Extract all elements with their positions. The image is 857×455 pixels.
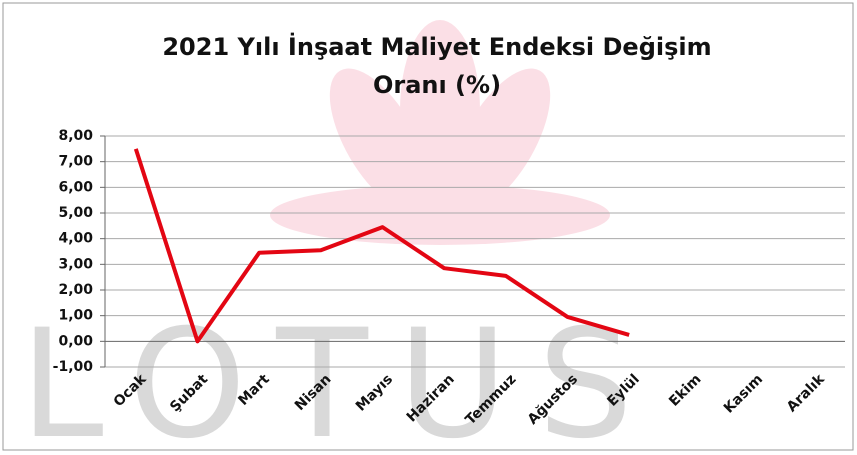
y-tick-label: 1,00	[58, 308, 93, 324]
chart-title: 2021 Yılı İnşaat Maliyet Endeksi Değişim…	[162, 32, 711, 99]
y-tick-label: -1,00	[53, 359, 94, 375]
data-line	[133, 148, 630, 344]
y-tick-label: 8,00	[58, 128, 93, 144]
y-tick-label: 2,00	[58, 282, 93, 298]
watermark: LOTUS	[20, 298, 663, 455]
y-tick-label: 6,00	[58, 179, 93, 195]
watermark-flower	[270, 20, 610, 245]
y-tick-label: 7,00	[58, 154, 93, 170]
y-tick-label: 0,00	[58, 333, 93, 349]
y-tick-label: 5,00	[58, 205, 93, 221]
y-tick-label: 4,00	[58, 231, 93, 247]
y-tick-label: 3,00	[58, 256, 93, 272]
